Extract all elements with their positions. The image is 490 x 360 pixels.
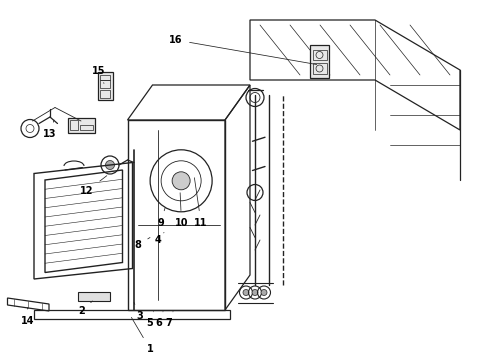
Circle shape (105, 161, 115, 170)
Text: 1: 1 (131, 318, 153, 354)
Bar (80, 125, 93, 130)
Text: 16: 16 (169, 35, 317, 64)
Text: 5: 5 (146, 312, 153, 328)
Text: 7: 7 (165, 312, 173, 328)
Text: 4: 4 (154, 233, 164, 245)
Text: 11: 11 (194, 178, 208, 228)
Bar (70, 120, 77, 130)
Bar (100, 90, 110, 98)
Text: 6: 6 (155, 312, 163, 328)
Bar (77, 292, 110, 301)
Circle shape (261, 289, 267, 296)
Text: 12: 12 (80, 176, 107, 196)
Text: 10: 10 (175, 193, 188, 228)
Text: 2: 2 (78, 301, 93, 316)
Bar (313, 50, 326, 60)
Text: 14: 14 (21, 307, 34, 326)
Text: 9: 9 (157, 208, 165, 228)
Bar (100, 80, 110, 87)
Text: 13: 13 (43, 120, 57, 139)
Bar (68, 117, 95, 132)
Bar (310, 45, 329, 77)
Circle shape (252, 289, 258, 296)
Text: 8: 8 (135, 238, 150, 250)
Circle shape (172, 172, 190, 190)
Bar (98, 72, 113, 100)
Bar (100, 75, 110, 80)
Circle shape (243, 289, 249, 296)
Text: 15: 15 (92, 66, 106, 84)
Text: 3: 3 (134, 302, 144, 321)
Bar (313, 63, 326, 73)
